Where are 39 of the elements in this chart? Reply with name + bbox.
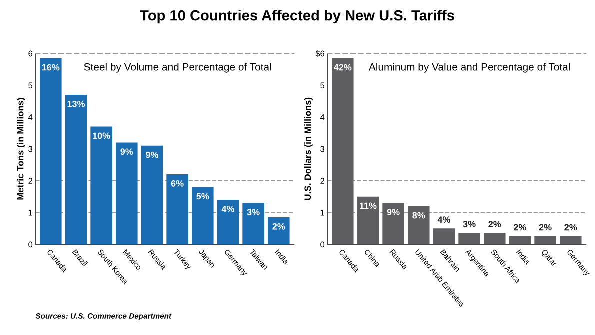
y-tick-label: 1 — [320, 210, 324, 216]
y-tick-label: 3 — [28, 146, 33, 152]
annotation: 3% — [247, 209, 260, 216]
y-tick-label: 5 — [28, 82, 33, 89]
y-tick-label: 2 — [28, 178, 33, 184]
annotation: 10% — [93, 132, 110, 140]
y-tick-label: 1 — [28, 210, 33, 216]
y-tick-label: 3 — [320, 146, 325, 152]
y-tick-label: 4 — [320, 114, 325, 120]
annotation: 4% — [222, 206, 235, 212]
annotation: 2% — [539, 224, 552, 231]
text: Steel by Volume and Percentage of Total — [84, 63, 272, 73]
y-tick-label: 0 — [320, 242, 325, 248]
annotation: 5% — [196, 193, 210, 200]
annotation: 9% — [387, 209, 400, 216]
annotation: 2% — [514, 224, 526, 231]
y-axis-title: Metric Tons (in Millions) — [17, 98, 26, 200]
annotation: 2% — [488, 221, 502, 228]
chart-title: Top 10 Countries Affected by New U.S. Tariffs — [140, 10, 454, 24]
text: Aluminum by Value and Percentage of Total — [368, 63, 570, 73]
y-tick-label: 2 — [320, 178, 324, 184]
annotation: 9% — [146, 152, 159, 158]
y-tick-label: 0 — [28, 242, 33, 248]
annotation: 9% — [120, 148, 134, 156]
annotation: 16% — [42, 64, 60, 71]
annotation: 3% — [463, 221, 476, 228]
y-tick-label: 4 — [28, 114, 33, 120]
y-tick-label: $6 — [316, 50, 325, 58]
annotation: 42% — [334, 64, 352, 71]
y-tick-label: 6 — [28, 50, 33, 57]
annotation: 2% — [272, 223, 286, 230]
annotation: 11% — [360, 202, 377, 210]
annotation: 8% — [412, 212, 426, 219]
y-axis-title: U.S. Dollars (in Millions) — [304, 98, 313, 200]
annotation: 4% — [438, 216, 450, 224]
y-tick-label: 5 — [320, 82, 325, 89]
annotation: 6% — [171, 180, 184, 187]
annotation: 2% — [564, 224, 578, 231]
annotation: 13% — [68, 100, 86, 108]
